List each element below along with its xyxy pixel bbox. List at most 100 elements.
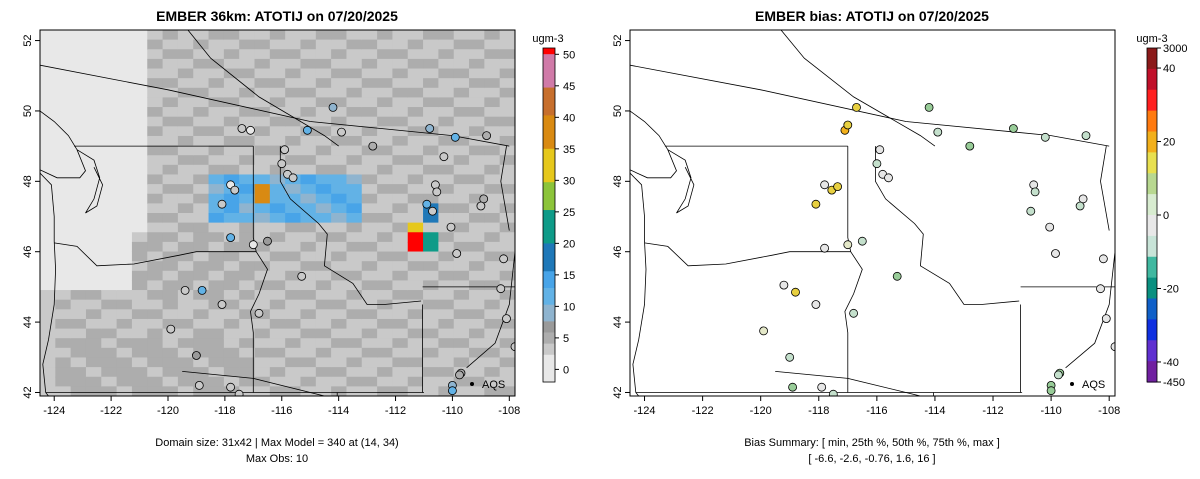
- grid-cell: [131, 280, 148, 291]
- grid-cell: [285, 309, 302, 320]
- grid-cell: [131, 299, 148, 310]
- left-y-axis: 42 44 46 48 50 52: [22, 34, 40, 399]
- station-marker: [892, 271, 902, 281]
- y-tick-label: 48: [22, 175, 34, 187]
- grid-cell: [499, 290, 515, 301]
- grid-cell: [254, 184, 271, 195]
- grid-cell: [223, 174, 240, 185]
- grid-cell: [101, 30, 118, 41]
- grid-cell: [300, 290, 317, 301]
- grid-cell: [193, 367, 210, 378]
- grid-cell: [407, 193, 424, 204]
- grid-cell: [193, 386, 210, 396]
- grid-cell: [131, 145, 148, 156]
- grid-cell: [392, 174, 409, 185]
- legend-swatch: [543, 253, 555, 261]
- legend-swatch: [543, 331, 555, 339]
- grid-cell: [239, 203, 256, 214]
- grid-cell: [346, 97, 363, 108]
- grid-cell: [147, 347, 164, 359]
- legend-swatch: [543, 259, 555, 266]
- grid-cell: [116, 135, 133, 147]
- grid-cell: [377, 241, 394, 253]
- grid-cell: [239, 328, 256, 339]
- grid-cell: [193, 309, 210, 320]
- grid-cell: [254, 164, 271, 176]
- grid-cell: [269, 338, 286, 349]
- border-line: [630, 64, 1110, 147]
- grid-cell: [131, 222, 148, 233]
- grid-cell: [423, 164, 439, 176]
- legend-swatch: [543, 53, 555, 60]
- grid-cell: [177, 357, 194, 368]
- grid-cell: [407, 261, 424, 272]
- grid-cell: [392, 376, 409, 387]
- grid-cell: [331, 68, 348, 79]
- grid-cell: [85, 39, 102, 50]
- grid-cell: [116, 309, 133, 320]
- station-marker: [368, 141, 378, 151]
- x-tick-label: -110: [1041, 405, 1062, 417]
- grid-cell: [499, 347, 515, 359]
- grid-cell: [361, 232, 378, 243]
- grid-cell: [55, 347, 72, 359]
- station-marker: [884, 173, 893, 183]
- grid-cell: [361, 338, 378, 349]
- grid-cell: [40, 309, 56, 320]
- grid-cell: [269, 68, 286, 79]
- legend-swatch: [543, 137, 555, 144]
- grid-cell: [85, 280, 102, 291]
- grid-cell: [147, 49, 164, 60]
- grid-cell: [40, 251, 56, 262]
- grid-cell: [55, 58, 72, 70]
- grid-cell: [131, 155, 148, 166]
- grid-cell: [346, 318, 363, 330]
- x-tick-label: -110: [442, 405, 463, 417]
- grid-cell: [285, 184, 302, 195]
- grid-cell: [131, 49, 148, 60]
- grid-cell: [223, 357, 240, 368]
- grid-cell: [300, 155, 317, 166]
- grid-cell: [469, 30, 485, 41]
- grid-cell: [438, 357, 455, 368]
- legend-swatch: [1147, 68, 1157, 91]
- grid-cell: [315, 107, 332, 118]
- grid-cell: [239, 347, 256, 359]
- grid-cell: [346, 328, 363, 339]
- grid-cell: [40, 49, 56, 60]
- grid-cell: [407, 116, 424, 127]
- grid-cell: [315, 203, 332, 214]
- grid-cell: [453, 241, 470, 253]
- grid-cell: [116, 280, 133, 291]
- grid-cell: [208, 357, 225, 368]
- grid-cell: [361, 213, 378, 224]
- grid-cell: [407, 270, 424, 282]
- grid-cell: [193, 270, 210, 282]
- x-tick-label: -122: [100, 405, 122, 417]
- legend-swatch: [543, 159, 555, 166]
- grid-cell: [392, 232, 409, 243]
- grid-cell: [392, 87, 409, 99]
- grid-cell: [469, 87, 485, 99]
- grid-cell: [361, 135, 378, 147]
- legend-swatch: [543, 103, 555, 110]
- grid-cell: [484, 318, 501, 330]
- grid-cell: [361, 261, 378, 272]
- grid-cell: [331, 270, 348, 282]
- grid-cell: [208, 280, 225, 291]
- grid-cell: [70, 338, 87, 349]
- grid-cell: [346, 145, 363, 156]
- grid-cell: [177, 376, 194, 387]
- grid-cell: [377, 193, 394, 204]
- grid-cell: [239, 145, 256, 156]
- grid-cell: [55, 328, 72, 339]
- grid-cell: [55, 164, 72, 176]
- grid-cell: [55, 241, 72, 253]
- legend-swatch: [543, 315, 555, 322]
- grid-cell: [438, 318, 455, 330]
- grid-cell: [438, 164, 455, 176]
- grid-cell: [177, 135, 194, 147]
- grid-cell: [453, 78, 470, 89]
- grid-cell: [193, 299, 210, 310]
- grid-cell: [269, 39, 286, 50]
